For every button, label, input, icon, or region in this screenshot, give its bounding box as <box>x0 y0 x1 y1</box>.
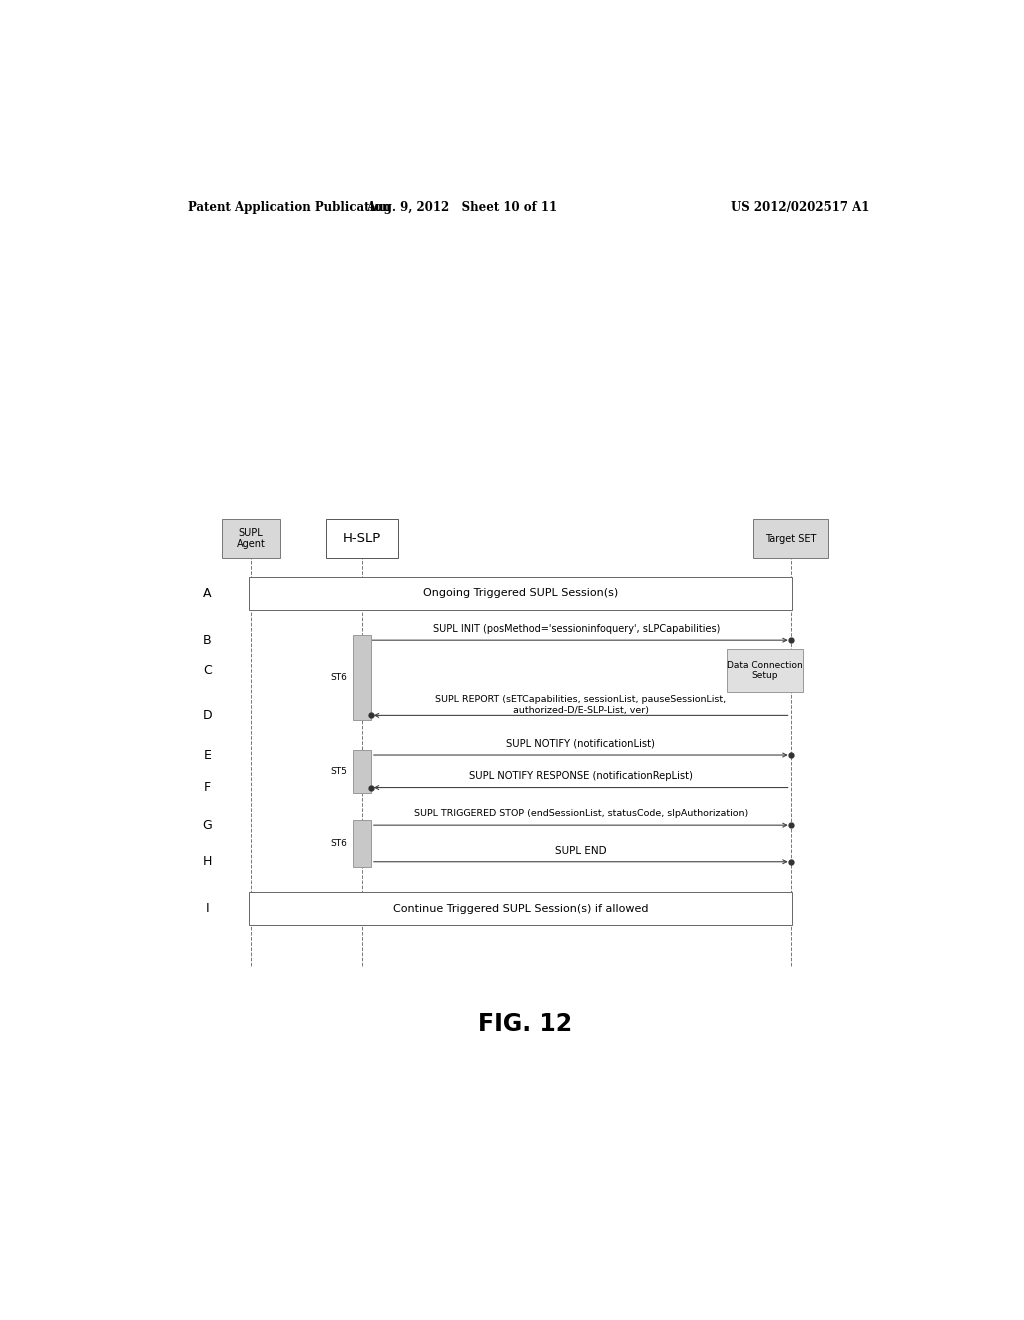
Text: E: E <box>204 748 211 762</box>
Text: C: C <box>203 664 212 677</box>
Text: Data Connection
Setup: Data Connection Setup <box>727 661 803 680</box>
Bar <box>250 577 793 610</box>
Text: SUPL NOTIFY RESPONSE (notificationRepList): SUPL NOTIFY RESPONSE (notificationRepLis… <box>469 771 692 781</box>
Text: Continue Triggered SUPL Session(s) if allowed: Continue Triggered SUPL Session(s) if al… <box>393 903 648 913</box>
Text: SUPL
Agent: SUPL Agent <box>237 528 265 549</box>
Text: Target SET: Target SET <box>765 533 816 544</box>
Text: Patent Application Publication: Patent Application Publication <box>187 201 390 214</box>
Text: Ongoing Triggered SUPL Session(s): Ongoing Triggered SUPL Session(s) <box>423 589 618 598</box>
Text: ST5: ST5 <box>331 767 347 776</box>
Bar <box>353 820 371 867</box>
Text: ST6: ST6 <box>331 840 347 847</box>
Text: SUPL NOTIFY (notificationList): SUPL NOTIFY (notificationList) <box>506 739 655 748</box>
Bar <box>222 519 280 558</box>
Text: SUPL REPORT (sETCapabilities, sessionList, pauseSessionList,: SUPL REPORT (sETCapabilities, sessionLis… <box>435 694 726 704</box>
Bar <box>250 892 793 925</box>
Text: H: H <box>203 855 212 869</box>
Bar <box>327 519 397 558</box>
Text: D: D <box>203 709 212 722</box>
Text: Aug. 9, 2012   Sheet 10 of 11: Aug. 9, 2012 Sheet 10 of 11 <box>366 201 557 214</box>
Text: FIG. 12: FIG. 12 <box>478 1012 571 1036</box>
Text: ST6: ST6 <box>331 673 347 682</box>
Text: F: F <box>204 781 211 795</box>
Text: SUPL END: SUPL END <box>555 846 606 855</box>
Bar <box>353 635 371 721</box>
Text: SUPL INIT (posMethod='sessioninfoquery', sLPCapabilities): SUPL INIT (posMethod='sessioninfoquery',… <box>433 624 720 634</box>
Text: US 2012/0202517 A1: US 2012/0202517 A1 <box>731 201 869 214</box>
Text: H-SLP: H-SLP <box>343 532 381 545</box>
Bar <box>353 750 371 792</box>
Text: I: I <box>206 902 209 915</box>
Text: authorized-D/E-SLP-List, ver): authorized-D/E-SLP-List, ver) <box>513 706 649 715</box>
Text: G: G <box>203 818 212 832</box>
Text: SUPL TRIGGERED STOP (endSessionList, statusCode, slpAuthorization): SUPL TRIGGERED STOP (endSessionList, sta… <box>414 809 748 818</box>
Text: B: B <box>203 634 212 647</box>
Bar <box>753 519 828 558</box>
Bar <box>727 649 803 692</box>
Text: A: A <box>203 587 212 599</box>
